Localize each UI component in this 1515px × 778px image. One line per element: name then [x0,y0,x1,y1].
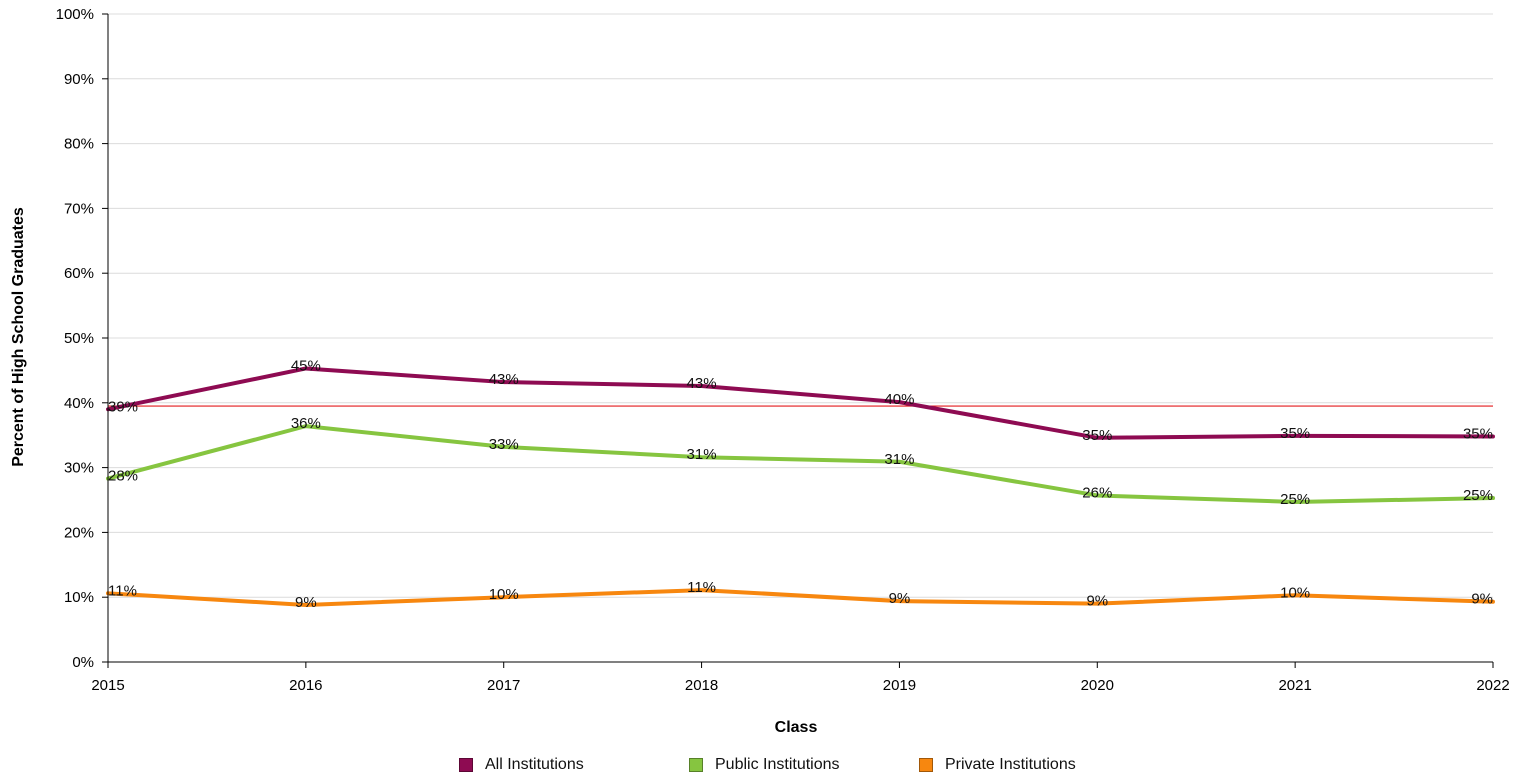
x-tick-label: 2015 [91,677,124,694]
x-tick-label: 2021 [1278,677,1311,694]
data-label: 43% [687,375,717,392]
data-label: 9% [1471,591,1493,608]
x-axis-title: Class [775,719,818,736]
data-label: 35% [1082,427,1112,444]
data-label: 9% [1086,593,1108,610]
y-axis-ticks: 0% 10% 20% 30% 40% 50% 60% 70% 80% 90% 100% [56,6,108,671]
data-label: 25% [1463,487,1493,504]
data-label: 11% [108,582,137,599]
legend-swatch-public [689,758,703,772]
legend-item-all-institutions[interactable]: All Institutions [459,756,584,774]
y-tick-label: 0% [72,654,94,671]
data-label: 31% [687,446,717,463]
series-line-public-institutions [106,424,1495,504]
data-label: 45% [291,357,321,374]
y-axis-title: Percent of High School Graduates [10,207,27,467]
data-label: 31% [884,451,914,468]
x-tick-label: 2022 [1476,677,1509,694]
legend: All Institutions Public Institutions Pri… [0,756,1515,778]
y-tick-label: 30% [64,460,94,477]
data-label: 40% [884,391,914,408]
data-label: 10% [489,586,519,603]
x-tick-label: 2018 [685,677,718,694]
x-tick-label: 2020 [1081,677,1114,694]
x-tick-label: 2017 [487,677,520,694]
data-label: 28% [108,468,138,485]
y-tick-label: 10% [64,589,94,606]
legend-item-private-institutions[interactable]: Private Institutions [919,756,1076,774]
x-tick-label: 2016 [289,677,322,694]
y-tick-label: 60% [64,265,94,282]
legend-label: All Institutions [485,756,584,773]
series-line-all-institutions [106,366,1495,440]
legend-label: Private Institutions [945,756,1076,773]
y-tick-label: 70% [64,200,94,217]
data-label: 35% [1280,425,1310,442]
series-group [106,366,1495,607]
legend-swatch-private [919,758,933,772]
legend-label: Public Institutions [715,756,840,773]
data-label: 25% [1280,491,1310,508]
data-label: 33% [489,436,519,453]
series-line-private-institutions [106,588,1495,607]
x-axis-ticks: 2015 2016 2017 2018 2019 2020 2021 2022 [91,662,1510,694]
legend-swatch-all [459,758,473,772]
data-labels: 39% 45% 43% 43% 40% 35% 35% 35% 28% 36% 33% 31% 31% 2… [108,357,1493,611]
legend-item-public-institutions[interactable]: Public Institutions [689,756,840,774]
data-label: 36% [291,415,321,432]
y-tick-label: 50% [64,330,94,347]
gridlines [108,13,1493,598]
y-tick-label: 40% [64,395,94,412]
data-label: 10% [1280,584,1310,601]
x-tick-label: 2019 [883,677,916,694]
data-label: 9% [889,590,911,607]
data-label: 9% [295,594,317,611]
line-chart: 0%10%20%30%40%50%60%70%80%90%100% 2015 20… [10,6,1510,736]
y-tick-label: 100% [56,6,94,23]
data-label: 43% [489,371,519,388]
y-tick-label: 20% [64,524,94,541]
y-tick-label: 90% [64,71,94,88]
data-label: 11% [687,579,716,596]
data-label: 35% [1463,425,1493,442]
y-tick-label: 80% [64,136,94,153]
data-label: 26% [1082,484,1112,501]
data-label: 39% [108,398,138,415]
